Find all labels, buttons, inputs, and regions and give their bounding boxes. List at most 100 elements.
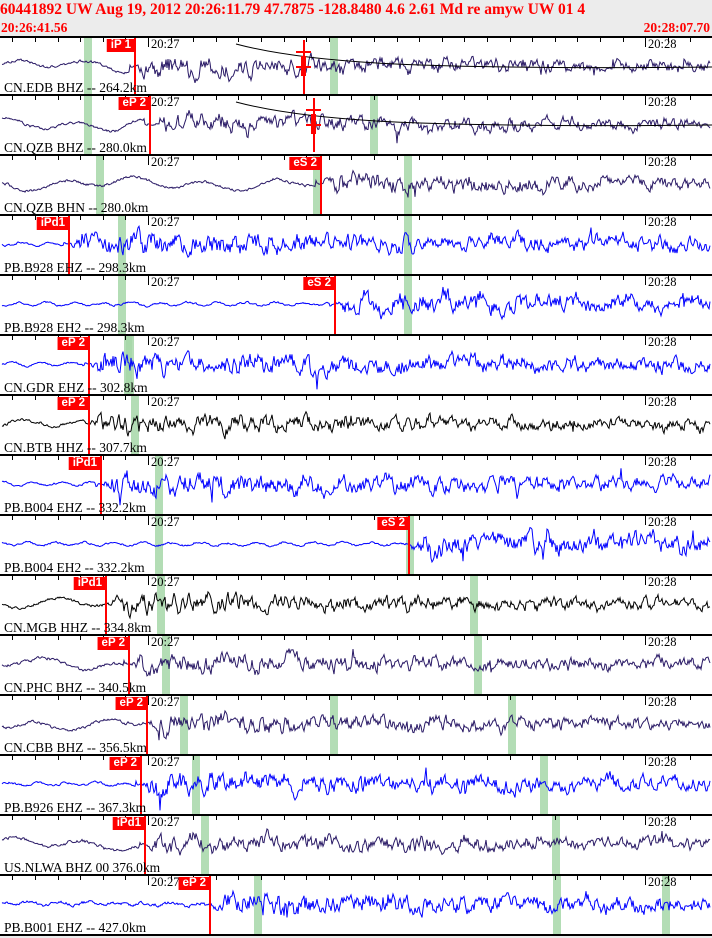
time-label-2027: 20:27: [151, 156, 180, 169]
waveform: [1, 889, 711, 918]
pick-marker[interactable]: [88, 396, 90, 454]
station-label[interactable]: PB.B928 EH2 -- 298.3km: [4, 320, 145, 335]
pick-label[interactable]: iPd1: [68, 457, 101, 470]
station-label[interactable]: CN.EDB BHZ -- 264.2km: [4, 80, 147, 95]
highlight-band: [118, 216, 126, 274]
time-label-2027: 20:27: [151, 636, 180, 649]
pick-label[interactable]: eP 2: [109, 757, 141, 770]
highlight-band: [370, 96, 378, 154]
trace-panel[interactable]: 20:27 20:28 eS 2 PB.B928 EH2 -- 298.3km: [0, 276, 712, 336]
trace-panel[interactable]: 20:27 20:28 iPd1 CN.MGB HHZ -- 334.8km: [0, 576, 712, 636]
pick-marker[interactable]: [105, 576, 107, 634]
highlight-band: [180, 696, 188, 754]
time-label-2028: 20:28: [648, 396, 677, 409]
trace-panel[interactable]: 20:27 20:28 eP 2 PB.B926 EHZ -- 367.3km: [0, 756, 712, 816]
time-label-2027: 20:27: [151, 336, 180, 349]
station-label[interactable]: CN.BTB HHZ -- 307.7km: [4, 440, 147, 455]
trace-panel[interactable]: 20:27 20:28 iP 1 CN.EDB BHZ -- 264.2km: [0, 36, 712, 96]
trace-panel[interactable]: 20:27 20:28 iPd1 US.NLWA BHZ 00 376.0km: [0, 816, 712, 876]
pick-label[interactable]: eP 2: [97, 637, 129, 650]
station-label[interactable]: PB.B928 EHZ -- 298.3km: [4, 260, 147, 275]
pick-marker[interactable]: [408, 516, 410, 574]
station-label[interactable]: PB.B004 EHZ -- 332.2km: [4, 500, 147, 515]
time-label-2028: 20:28: [648, 816, 677, 829]
pick-label[interactable]: iP 1: [106, 39, 135, 52]
highlight-band: [553, 876, 561, 934]
trace-panel[interactable]: 20:27 20:28 eP 2 CN.CBB BHZ -- 356.5km: [0, 696, 712, 756]
waveform: [1, 590, 711, 620]
pick-marker[interactable]: [100, 456, 102, 514]
station-label[interactable]: CN.QZB BHN -- 280.0km: [4, 200, 149, 215]
highlight-band: [404, 156, 412, 214]
trace-panel[interactable]: 20:27 20:28 eP 2 CN.QZB BHZ -- 280.0km: [0, 96, 712, 156]
pick-marker[interactable]: [68, 216, 70, 274]
highlight-band: [313, 156, 321, 214]
pick-label[interactable]: eP 2: [178, 877, 210, 890]
time-label-2028: 20:28: [648, 276, 677, 289]
station-label[interactable]: CN.PHC BHZ -- 340.5km: [4, 680, 147, 695]
pick-label[interactable]: eS 2: [303, 277, 335, 290]
time-label-2027: 20:27: [151, 216, 180, 229]
highlight-band: [508, 696, 516, 754]
waveform: [1, 101, 712, 144]
pick-marker[interactable]: [140, 756, 142, 814]
station-label[interactable]: PB.B001 EHZ -- 427.0km: [4, 920, 147, 935]
trace-panel[interactable]: 20:27 20:28 eP 2 CN.BTB HHZ -- 307.7km: [0, 396, 712, 456]
station-label[interactable]: CN.CBB BHZ -- 356.5km: [4, 740, 147, 755]
time-label-2028: 20:28: [648, 216, 677, 229]
pick-marker[interactable]: [149, 96, 151, 154]
station-label[interactable]: PB.B926 EHZ -- 367.3km: [4, 800, 147, 815]
pick-marker[interactable]: [88, 336, 90, 394]
pick-label[interactable]: eS 2: [289, 157, 321, 170]
pick-marker[interactable]: [144, 816, 146, 874]
trace-panel[interactable]: 20:27 20:28 eS 2 CN.QZB BHN -- 280.0km: [0, 156, 712, 216]
pick-marker[interactable]: [134, 38, 136, 94]
highlight-band: [552, 816, 560, 874]
pick-marker[interactable]: [146, 696, 148, 754]
pick-label[interactable]: iPd1: [36, 217, 69, 230]
trace-panel[interactable]: 20:27 20:28 iPd1 PB.B004 EHZ -- 332.2km: [0, 456, 712, 516]
pick-marker[interactable]: [334, 276, 336, 334]
pick-label[interactable]: eS 2: [377, 517, 409, 530]
highlight-band: [330, 696, 338, 754]
trace-stack[interactable]: 20:27 20:28 iP 1 CN.EDB BHZ -- 264.2km 20:27…: [0, 36, 712, 938]
highlight-band: [84, 38, 92, 94]
travel-time-curve: [235, 101, 712, 127]
station-label[interactable]: CN.QZB BHZ -- 280.0km: [4, 140, 147, 155]
trace-panel[interactable]: 20:27 20:28 eP 2 PB.B001 EHZ -- 427.0km: [0, 876, 712, 936]
pick-label[interactable]: eP 2: [115, 697, 147, 710]
time-label-2027: 20:27: [151, 696, 180, 709]
waveform: [1, 828, 711, 856]
pick-marker[interactable]: [320, 156, 322, 214]
pick-label[interactable]: eP 2: [57, 337, 89, 350]
waveform: [1, 169, 711, 198]
window-start-time: 20:26:41.56: [1, 20, 68, 35]
trace-panel[interactable]: 20:27 20:28 eP 2 CN.GDR EHZ -- 302.8km: [0, 336, 712, 396]
waveform: [1, 225, 711, 259]
pick-label[interactable]: eP 2: [57, 397, 89, 410]
event-header-line: 60441892 UW Aug 19, 2012 20:26:11.79 47.…: [0, 1, 586, 18]
time-label-2027: 20:27: [151, 37, 180, 51]
pick-label[interactable]: eP 2: [118, 97, 150, 110]
trace-panel[interactable]: 20:27 20:28 eP 2 CN.PHC BHZ -- 340.5km: [0, 636, 712, 696]
station-label[interactable]: CN.MGB HHZ -- 334.8km: [4, 620, 152, 635]
waveform: [1, 709, 711, 741]
station-label[interactable]: PB.B004 EH2 -- 332.2km: [4, 560, 145, 575]
time-label-2028: 20:28: [648, 96, 677, 109]
waveform: [1, 468, 711, 506]
pick-marker[interactable]: [209, 876, 211, 934]
station-label[interactable]: CN.GDR EHZ -- 302.8km: [4, 380, 148, 395]
highlight-band: [662, 876, 670, 934]
station-label[interactable]: US.NLWA BHZ 00 376.0km: [4, 860, 161, 875]
trace-panel[interactable]: 20:27 20:28 eS 2 PB.B004 EH2 -- 332.2km: [0, 516, 712, 576]
pick-label[interactable]: iPd1: [112, 817, 145, 830]
pick-marker[interactable]: [128, 636, 130, 694]
travel-time-curve: [235, 43, 712, 69]
trace-panel[interactable]: 20:27 20:28 iPd1 PB.B928 EHZ -- 298.3km: [0, 216, 712, 276]
time-label-2027: 20:27: [151, 576, 180, 589]
highlight-band: [330, 38, 338, 94]
amplitude-crossbar: [306, 124, 321, 126]
pick-label[interactable]: iPd1: [73, 577, 106, 590]
time-label-2027: 20:27: [151, 516, 180, 529]
